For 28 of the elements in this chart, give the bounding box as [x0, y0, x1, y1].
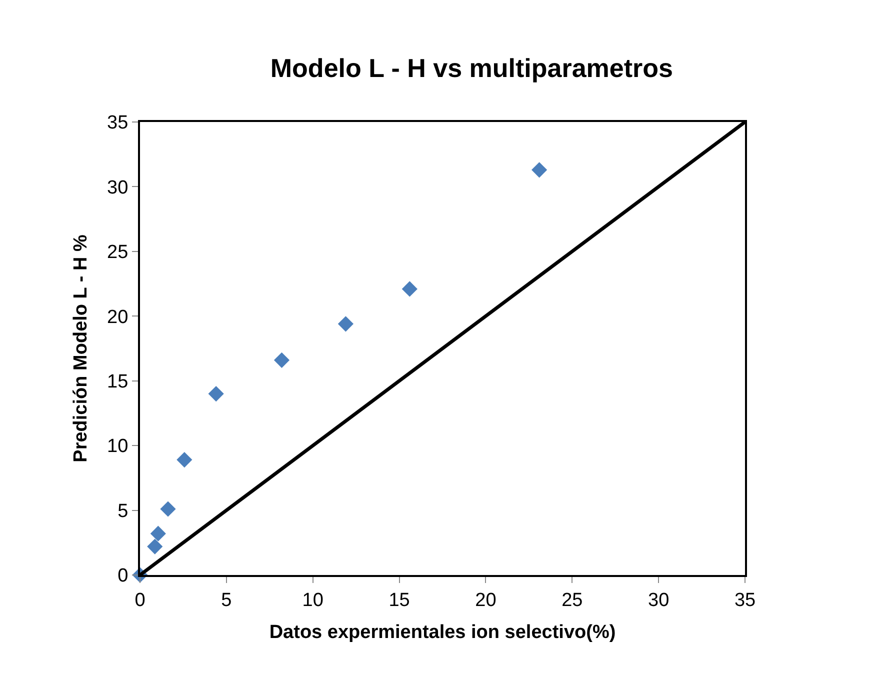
- point: [147, 538, 163, 554]
- y-tick-label: 35: [107, 112, 128, 134]
- y-tick-label: 15: [107, 372, 128, 393]
- x-axis-title: Datos expermientales ion selectivo(%): [269, 622, 616, 644]
- x-tick-label: 0: [134, 590, 146, 611]
- y-tick-label: 30: [107, 177, 128, 198]
- point: [532, 162, 548, 178]
- point: [338, 316, 354, 332]
- y-axis-title: Predición Modelo L - H %: [70, 234, 92, 462]
- y-tick-label: 25: [107, 242, 128, 264]
- x-tick-label: 30: [648, 590, 670, 611]
- y-tick-label: 20: [107, 306, 128, 328]
- x-tick-label: 5: [221, 590, 232, 611]
- y-tick-label: 0: [118, 566, 128, 587]
- x-tick-label: 35: [734, 590, 756, 611]
- x-tick-label: 10: [302, 590, 324, 611]
- y-tick-label: 10: [107, 436, 128, 458]
- point: [150, 526, 166, 542]
- chart-title: Modelo L - H vs multiparametros: [270, 53, 673, 83]
- point: [160, 501, 176, 517]
- x-tick-label: 25: [562, 590, 583, 611]
- x-tick-label: 15: [388, 590, 410, 611]
- point: [274, 352, 290, 368]
- point: [402, 281, 418, 297]
- point: [176, 452, 192, 468]
- x-tick-label: 20: [475, 590, 496, 611]
- y-tick-label: 5: [118, 500, 128, 522]
- point: [208, 386, 224, 402]
